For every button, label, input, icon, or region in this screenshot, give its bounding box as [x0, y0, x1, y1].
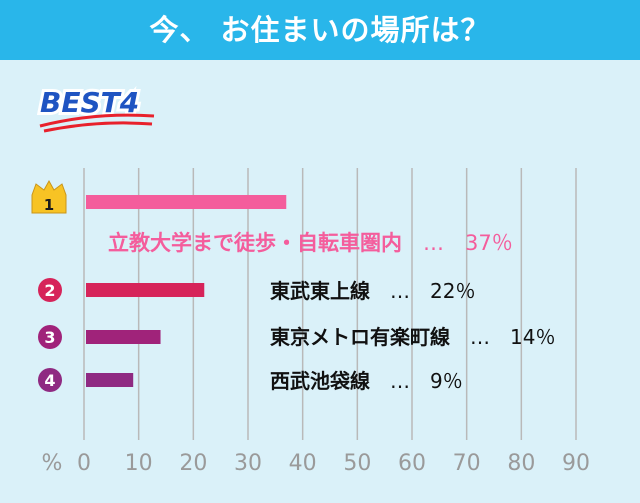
bar	[86, 283, 205, 297]
badge-underline-2	[43, 121, 153, 133]
rank-number: 1	[44, 196, 54, 214]
x-tick-label: 0	[77, 451, 91, 476]
crown-icon	[31, 179, 67, 214]
bar	[86, 195, 287, 209]
value-label: … 9％	[390, 369, 463, 393]
best4-badge: BEST4 BEST4	[37, 83, 155, 133]
best4-badge-text: BEST4	[40, 86, 139, 119]
x-tick-label: 70	[453, 451, 481, 476]
x-tick-label: 80	[507, 451, 535, 476]
rank-number: 3	[44, 328, 55, 347]
x-tick-label: 50	[343, 451, 371, 476]
rank-number: 4	[44, 371, 55, 390]
category-label: 東武東上線 … 22％	[270, 279, 475, 303]
x-axis-label: %	[42, 451, 63, 476]
x-tick-label: 40	[289, 451, 317, 476]
badge-underline-1	[39, 113, 155, 128]
value-label: … 14％	[470, 325, 555, 349]
chart-labels: 立教大学まで徒歩・自転車圏内 … 37％ 東武東上線 … 22％ 東京メトロ有楽町線…	[108, 231, 555, 393]
category-label: 西武池袋線 … 9％	[270, 369, 463, 393]
x-tick-label: 20	[179, 451, 207, 476]
x-tick-label: 10	[125, 451, 153, 476]
chart-bars	[86, 195, 287, 387]
circle-number-icon	[38, 278, 62, 302]
circle-number-icon	[38, 325, 62, 349]
x-tick-label: 30	[234, 451, 262, 476]
bar	[86, 373, 134, 387]
category-label: 東京メトロ有楽町線 … 14％	[270, 325, 555, 349]
rank-number: 2	[44, 281, 55, 300]
circle-number-icon	[38, 368, 62, 392]
x-axis-ticks: 0 10 20 30 40 50 60 70 80 90%	[42, 451, 590, 476]
chart-grid	[83, 168, 577, 440]
page-title: 今、 お住まいの場所は？	[0, 0, 640, 60]
value-label: … 37％	[423, 231, 513, 255]
bar	[86, 330, 161, 344]
category-label: 立教大学まで徒歩・自転車圏内 … 37％	[108, 231, 513, 255]
rank-icons: 1 2 3 4	[31, 179, 67, 392]
value-label: … 22％	[390, 279, 475, 303]
x-tick-label: 90	[562, 451, 590, 476]
x-tick-label: 60	[398, 451, 426, 476]
